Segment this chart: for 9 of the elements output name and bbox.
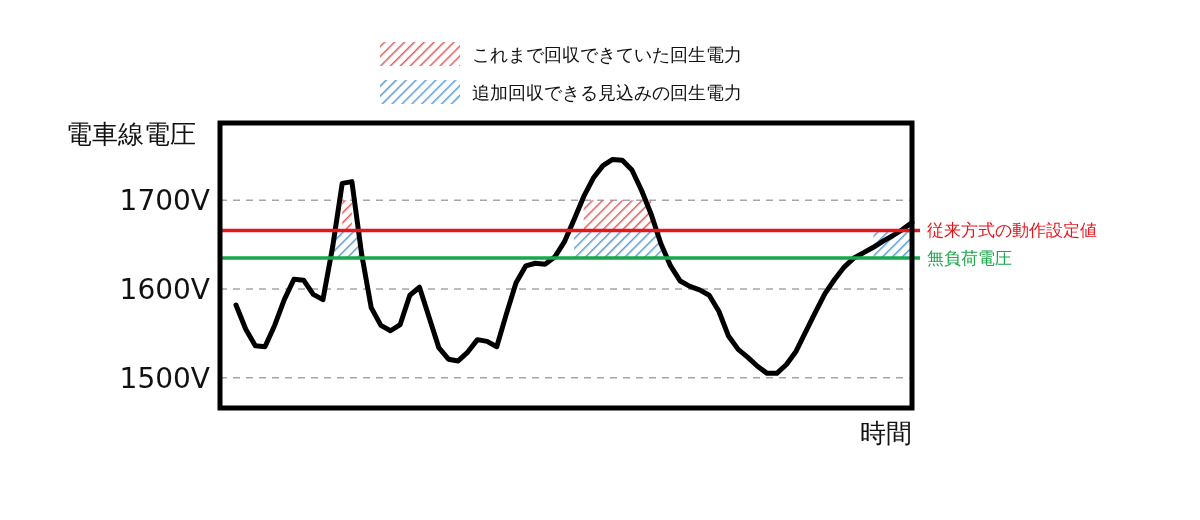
x-axis-title: 時間: [860, 418, 912, 448]
ref-line-label: 無負荷電圧: [927, 247, 1012, 268]
legend-label: 追加回収できる見込みの回生電力: [472, 82, 742, 103]
y-tick-label: 1600V: [119, 273, 210, 307]
y-tick-label: 1500V: [119, 361, 210, 395]
legend-label: これまで回収できていた回生電力: [472, 44, 742, 65]
y-axis-title: 電車線電圧: [66, 119, 196, 149]
y-tick-label: 1700V: [119, 184, 210, 218]
ref-line-label: 従来方式の動作設定値: [927, 220, 1097, 241]
